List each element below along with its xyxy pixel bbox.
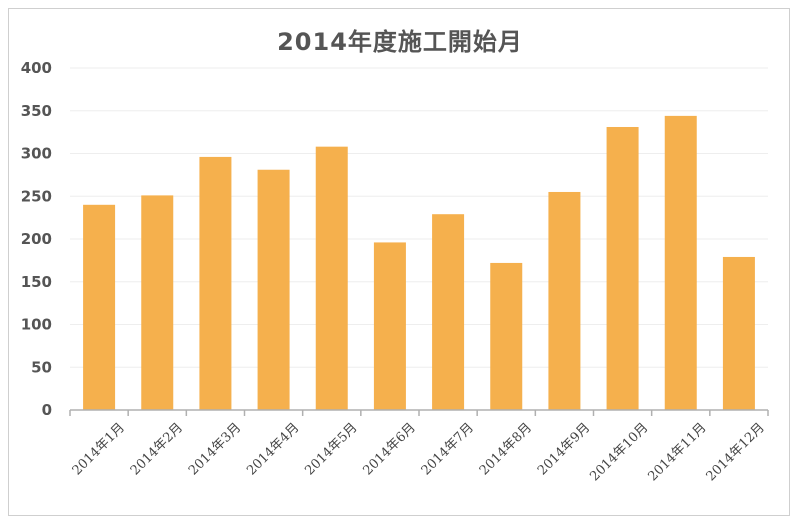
- x-tick-label: 2014年1月: [70, 420, 128, 478]
- chart-title: 2014年度施工開始月: [277, 28, 523, 56]
- y-tick-label: 350: [21, 102, 52, 120]
- x-tick-label: 2014年4月: [244, 420, 302, 478]
- x-tick-label: 2014年9月: [535, 420, 593, 478]
- y-tick-label: 300: [21, 145, 52, 163]
- x-tick-label: 2014年11月: [645, 420, 709, 484]
- bar: [722, 256, 755, 410]
- bar: [315, 146, 348, 410]
- y-axis: 0 50 100 150 200 250 300 350 400: [21, 59, 52, 419]
- bar: [83, 204, 116, 410]
- y-tick-label: 200: [21, 230, 52, 248]
- x-tick-label: 2014年3月: [186, 420, 244, 478]
- x-tick-label: 2014年5月: [302, 420, 360, 478]
- x-tick-label: 2014年6月: [361, 420, 419, 478]
- y-tick-label: 50: [31, 358, 52, 376]
- bar: [664, 115, 697, 410]
- bar: [141, 195, 174, 410]
- bar: [548, 191, 581, 410]
- bar: [490, 262, 523, 410]
- x-axis: 2014年1月 2014年2月 2014年3月 2014年4月 2014年5月 2014年…: [69, 409, 769, 484]
- x-tick-label: 2014年8月: [477, 420, 535, 478]
- y-tick-label: 400: [21, 59, 52, 77]
- x-tick-label: 2014年2月: [128, 420, 186, 478]
- y-tick-label: 250: [21, 187, 52, 205]
- bar: [257, 169, 290, 410]
- bar: [199, 156, 232, 410]
- x-tick-label: 2014年12月: [704, 420, 768, 484]
- x-tick-label: 2014年10月: [587, 420, 651, 484]
- bar: [373, 242, 406, 410]
- y-tick-label: 150: [21, 273, 52, 291]
- x-tick-label: 2014年7月: [419, 420, 477, 478]
- bar: [606, 126, 639, 411]
- bar: [432, 214, 465, 410]
- gridlines: [70, 67, 768, 368]
- bars: [83, 115, 755, 411]
- y-tick-label: 100: [21, 316, 52, 334]
- y-tick-label: 0: [42, 401, 52, 419]
